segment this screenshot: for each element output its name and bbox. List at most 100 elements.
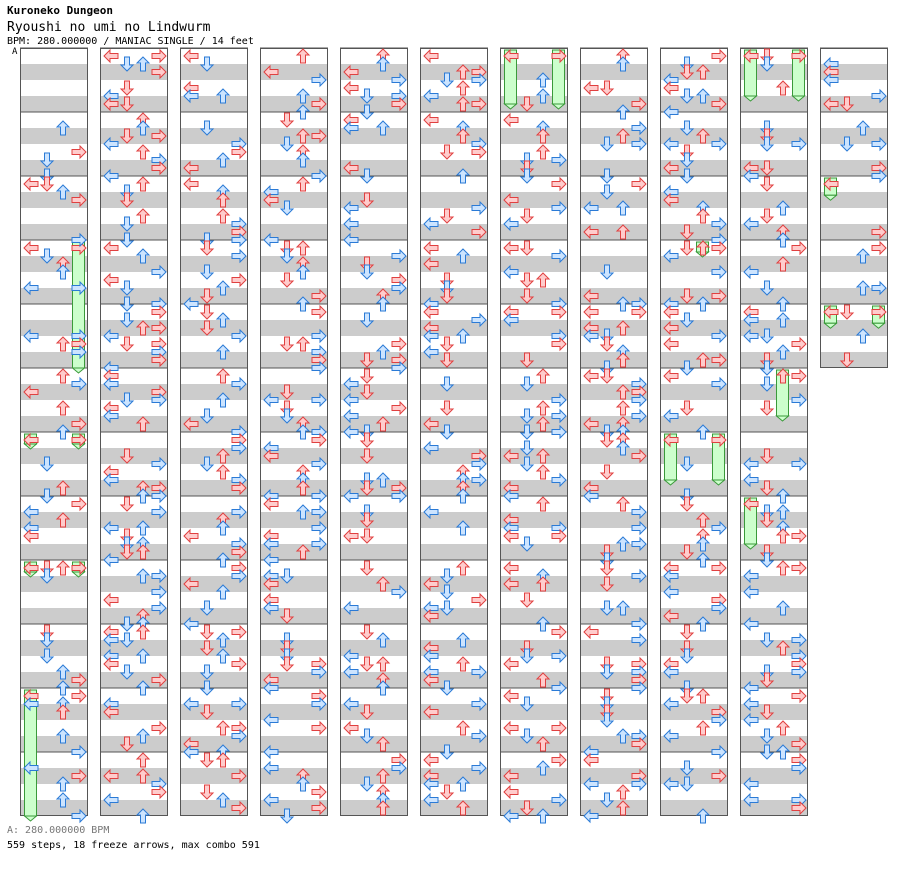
arrow-right xyxy=(71,808,87,824)
arrow-right xyxy=(231,440,247,456)
arrow-up xyxy=(295,336,311,352)
arrow-down xyxy=(679,224,695,240)
arrow-up xyxy=(535,672,551,688)
arrow-up xyxy=(855,328,871,344)
arrow-right xyxy=(151,304,167,320)
arrow-down xyxy=(119,80,135,96)
freeze-arrow xyxy=(743,496,759,550)
arrow-right xyxy=(311,800,327,816)
arrow-up xyxy=(135,728,151,744)
arrow-down xyxy=(119,336,135,352)
arrow-down xyxy=(39,176,55,192)
arrow-up xyxy=(615,400,631,416)
arrow-down xyxy=(519,352,535,368)
arrow-left xyxy=(103,376,119,392)
arrow-left xyxy=(743,216,759,232)
arrow-down xyxy=(759,744,775,760)
arrow-left xyxy=(583,224,599,240)
arrow-down xyxy=(119,736,135,752)
arrow-up xyxy=(455,776,471,792)
freeze-arrow xyxy=(695,240,711,258)
arrow-down xyxy=(439,744,455,760)
arrow-right xyxy=(71,688,87,704)
freeze-arrow xyxy=(663,432,679,486)
arrow-down xyxy=(759,672,775,688)
arrow-up xyxy=(615,800,631,816)
arrow-right xyxy=(631,408,647,424)
arrow-right xyxy=(551,336,567,352)
arrow-down xyxy=(199,784,215,800)
arrow-down xyxy=(599,264,615,280)
freeze-arrow xyxy=(23,432,39,450)
arrow-right xyxy=(231,768,247,784)
arrow-left xyxy=(183,88,199,104)
arrow-right xyxy=(711,744,727,760)
arrow-right xyxy=(791,136,807,152)
arrow-right xyxy=(71,144,87,160)
arrow-up xyxy=(455,96,471,112)
arrow-right xyxy=(391,96,407,112)
chart-info: BPM: 280.000000 / MANIAC SINGLE / 14 fee… xyxy=(7,36,254,47)
arrow-up xyxy=(55,480,71,496)
arrow-left xyxy=(103,520,119,536)
arrow-up xyxy=(295,88,311,104)
arrow-left xyxy=(183,744,199,760)
arrow-left xyxy=(103,96,119,112)
arrow-down xyxy=(839,352,855,368)
arrow-up xyxy=(55,728,71,744)
arrow-down xyxy=(359,168,375,184)
arrow-left xyxy=(663,664,679,680)
arrow-right xyxy=(391,280,407,296)
chart-column-1 xyxy=(20,47,88,816)
arrow-down xyxy=(199,264,215,280)
arrow-up xyxy=(615,224,631,240)
arrow-up xyxy=(535,808,551,824)
arrow-up xyxy=(775,200,791,216)
arrow-right xyxy=(711,712,727,728)
arrow-up xyxy=(695,296,711,312)
arrow-down xyxy=(679,456,695,472)
arrow-up xyxy=(375,416,391,432)
arrow-up xyxy=(535,144,551,160)
arrow-up xyxy=(295,504,311,520)
arrow-up xyxy=(535,128,551,144)
arrow-down xyxy=(599,432,615,448)
arrow-up xyxy=(535,736,551,752)
arrow-right xyxy=(631,304,647,320)
arrow-left xyxy=(23,528,39,544)
arrow-down xyxy=(679,624,695,640)
arrow-right xyxy=(711,560,727,576)
arrow-up xyxy=(855,280,871,296)
arrow-up xyxy=(375,736,391,752)
arrow-left xyxy=(743,168,759,184)
arrow-down xyxy=(199,704,215,720)
arrow-right xyxy=(631,568,647,584)
arrow-down xyxy=(119,216,135,232)
arrow-up xyxy=(55,776,71,792)
arrow-down xyxy=(439,568,455,584)
arrow-left xyxy=(423,776,439,792)
arrow-down xyxy=(439,288,455,304)
arrow-right xyxy=(151,504,167,520)
arrow-right xyxy=(791,664,807,680)
arrow-up xyxy=(215,280,231,296)
arrow-left xyxy=(263,552,279,568)
arrow-left xyxy=(503,312,519,328)
arrow-right xyxy=(711,136,727,152)
arrow-right xyxy=(151,352,167,368)
arrow-left xyxy=(663,304,679,320)
arrow-down xyxy=(199,320,215,336)
arrow-left xyxy=(263,792,279,808)
arrow-down xyxy=(39,632,55,648)
arrow-left xyxy=(263,760,279,776)
arrow-down xyxy=(679,288,695,304)
arrow-right xyxy=(231,272,247,288)
arrow-left xyxy=(823,96,839,112)
arrow-down xyxy=(119,664,135,680)
arrow-up xyxy=(535,760,551,776)
arrow-up xyxy=(295,104,311,120)
arrow-left xyxy=(343,64,359,80)
arrow-right xyxy=(151,48,167,64)
arrow-down xyxy=(199,640,215,656)
freeze-arrow xyxy=(775,368,791,422)
